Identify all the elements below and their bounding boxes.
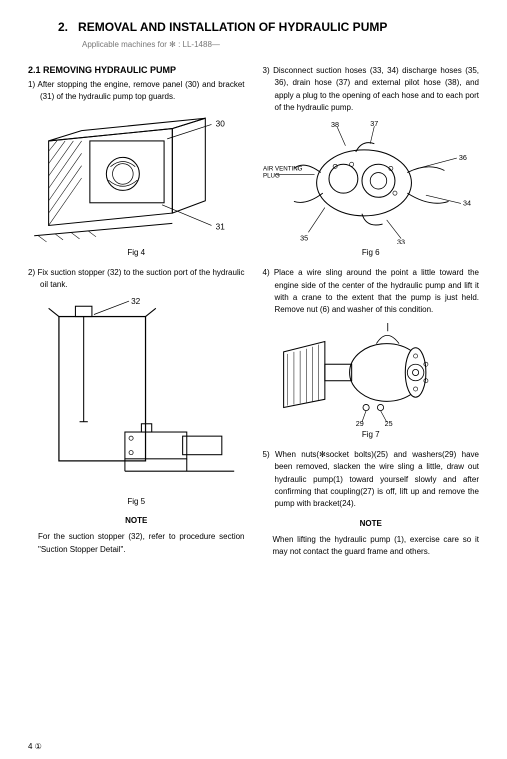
subsection-head: 2.1 REMOVING HYDRAULIC PUMP bbox=[28, 65, 245, 75]
fig6-label-34: 34 bbox=[462, 198, 470, 207]
fig6-airvent-1: AIR VENTING bbox=[263, 165, 303, 172]
fig6-svg: 38 37 36 34 33 35 AIR VENTING PLUG bbox=[263, 121, 480, 245]
note-body-left: For the suction stopper (32), refer to p… bbox=[28, 531, 245, 556]
fig4-caption: Fig 4 bbox=[28, 248, 245, 257]
right-column: 3) Disconnect suction hoses (33, 34) dis… bbox=[263, 65, 480, 567]
fig5-label-32: 32 bbox=[131, 298, 141, 306]
fig7-svg: 29 25 bbox=[263, 323, 480, 426]
applicable-machines: Applicable machines for ✻ : LL-1488— bbox=[82, 40, 479, 49]
fig4-label-30: 30 bbox=[216, 119, 226, 128]
step-4: 4) Place a wire sling around the point a… bbox=[263, 267, 480, 317]
fig6-airvent-2: PLUG bbox=[263, 172, 280, 179]
section-number: 2. bbox=[58, 20, 68, 34]
fig6-label-36: 36 bbox=[458, 153, 466, 162]
fig5-svg: 32 bbox=[28, 298, 245, 494]
fig7-caption: Fig 7 bbox=[263, 430, 480, 439]
figure-6: 38 37 36 34 33 35 AIR VENTING PLUG bbox=[263, 121, 480, 245]
fig6-label-33: 33 bbox=[397, 237, 405, 244]
fig6-label-35: 35 bbox=[300, 233, 308, 242]
note-title-right: NOTE bbox=[263, 519, 480, 528]
page-number: 4 ① bbox=[28, 742, 42, 751]
note-title-left: NOTE bbox=[28, 516, 245, 525]
step-5: 5) When nuts(✻socket bolts)(25) and wash… bbox=[263, 449, 480, 511]
note-body-right: When lifting the hydraulic pump (1), exe… bbox=[263, 534, 480, 559]
fig5-caption: Fig 5 bbox=[28, 497, 245, 506]
fig6-label-37: 37 bbox=[370, 121, 378, 128]
left-column: 2.1 REMOVING HYDRAULIC PUMP 1) After sto… bbox=[28, 65, 245, 567]
fig4-label-31: 31 bbox=[216, 222, 226, 231]
content-columns: 2.1 REMOVING HYDRAULIC PUMP 1) After sto… bbox=[28, 65, 479, 567]
figure-5: 32 bbox=[28, 298, 245, 494]
figure-7: 29 25 bbox=[263, 323, 480, 426]
step-2: 2) Fix suction stopper (32) to the sucti… bbox=[28, 267, 245, 292]
fig7-label-25: 25 bbox=[384, 419, 392, 426]
step-3: 3) Disconnect suction hoses (33, 34) dis… bbox=[263, 65, 480, 115]
section-title: REMOVAL AND INSTALLATION OF HYDRAULIC PU… bbox=[78, 20, 387, 34]
step-1: 1) After stopping the engine, remove pan… bbox=[28, 79, 245, 104]
fig6-label-38: 38 bbox=[331, 121, 339, 129]
fig7-label-29: 29 bbox=[355, 419, 363, 426]
section-header: 2. REMOVAL AND INSTALLATION OF HYDRAULIC… bbox=[58, 20, 479, 34]
figure-4: 30 31 bbox=[28, 110, 245, 244]
fig4-svg: 30 31 bbox=[28, 110, 245, 244]
fig6-caption: Fig 6 bbox=[263, 248, 480, 257]
